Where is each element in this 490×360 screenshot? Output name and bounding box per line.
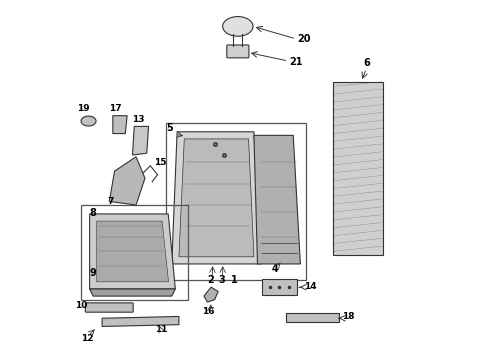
Text: 8: 8 <box>90 208 97 219</box>
Polygon shape <box>333 82 383 255</box>
Ellipse shape <box>81 116 96 126</box>
Text: 16: 16 <box>202 307 215 316</box>
Text: 18: 18 <box>343 312 355 321</box>
Polygon shape <box>102 316 179 327</box>
Polygon shape <box>109 157 145 205</box>
Text: 20: 20 <box>297 34 310 44</box>
Text: 7: 7 <box>107 197 114 206</box>
Polygon shape <box>132 126 148 155</box>
Text: 14: 14 <box>304 282 317 291</box>
Bar <box>81 205 188 300</box>
Polygon shape <box>179 139 254 257</box>
Text: 19: 19 <box>77 104 90 113</box>
Text: 12: 12 <box>81 334 93 343</box>
Polygon shape <box>286 313 339 322</box>
Polygon shape <box>262 279 297 295</box>
Bar <box>167 123 306 280</box>
FancyBboxPatch shape <box>85 303 133 312</box>
Text: 3: 3 <box>219 275 225 285</box>
Text: 15: 15 <box>154 158 167 167</box>
Text: 21: 21 <box>290 57 303 67</box>
Text: 17: 17 <box>109 104 122 113</box>
Text: 10: 10 <box>75 301 88 310</box>
Polygon shape <box>172 132 261 264</box>
Polygon shape <box>254 135 300 264</box>
Text: 9: 9 <box>90 269 97 278</box>
Text: 5: 5 <box>167 123 173 133</box>
Text: 13: 13 <box>132 115 145 124</box>
Text: 4: 4 <box>272 264 279 274</box>
Ellipse shape <box>222 17 253 36</box>
Polygon shape <box>113 116 127 134</box>
Polygon shape <box>90 214 175 289</box>
Polygon shape <box>204 287 218 302</box>
FancyBboxPatch shape <box>227 45 249 58</box>
Text: 2: 2 <box>208 275 215 285</box>
Text: 11: 11 <box>155 325 167 334</box>
Polygon shape <box>97 221 169 282</box>
Text: 6: 6 <box>363 58 370 68</box>
Polygon shape <box>90 289 175 296</box>
Text: 1: 1 <box>231 275 238 285</box>
